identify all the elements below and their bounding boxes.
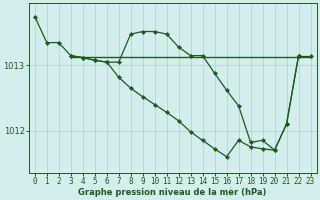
X-axis label: Graphe pression niveau de la mer (hPa): Graphe pression niveau de la mer (hPa)	[78, 188, 267, 197]
